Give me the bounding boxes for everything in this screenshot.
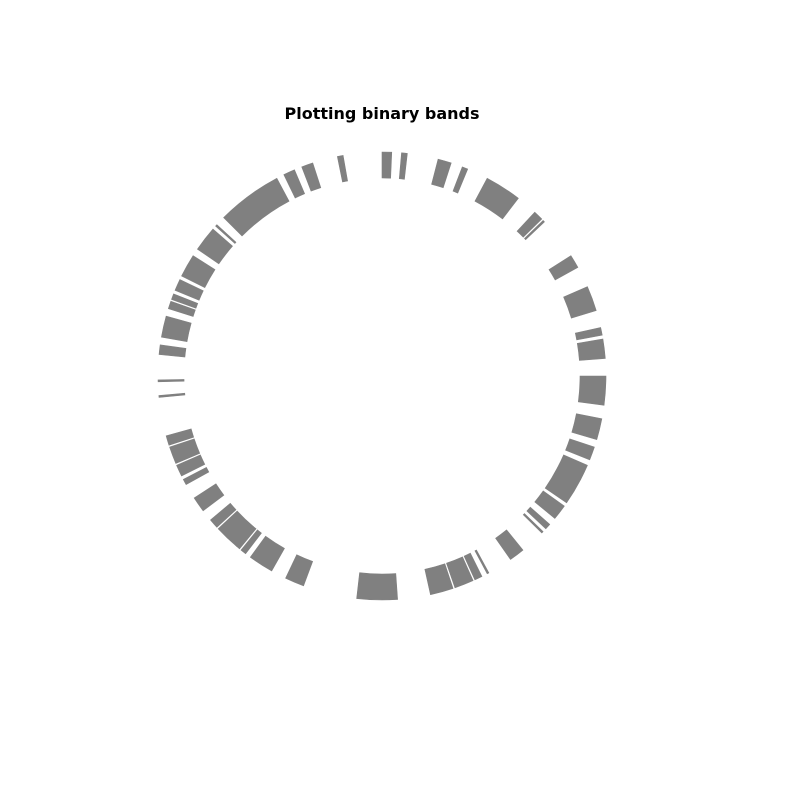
band-42 (563, 286, 597, 319)
band-16 (169, 438, 201, 464)
band-30 (474, 549, 490, 575)
band-0 (381, 151, 393, 179)
band-48 (431, 158, 452, 189)
band-33 (526, 506, 551, 530)
band-5 (215, 224, 237, 244)
chart-title: Plotting binary bands (284, 104, 480, 123)
band-11 (161, 315, 192, 342)
band-38 (571, 413, 603, 440)
band-43 (548, 255, 579, 281)
band-14 (158, 392, 186, 398)
band-4 (223, 177, 290, 237)
band-36 (557, 454, 588, 480)
band-2 (301, 162, 322, 192)
band-3 (283, 169, 306, 199)
band-7 (181, 255, 216, 289)
band-8 (174, 279, 204, 301)
band-25 (285, 554, 314, 587)
band-17 (176, 454, 206, 477)
band-32 (522, 513, 544, 534)
band-39 (577, 375, 607, 406)
band-19 (193, 483, 225, 512)
band-28 (446, 556, 474, 589)
band-group (157, 151, 607, 601)
band-27 (424, 563, 454, 596)
band-6 (196, 228, 233, 265)
band-34 (534, 490, 565, 519)
band-29 (463, 552, 483, 581)
band-24 (249, 535, 285, 572)
band-44 (524, 219, 545, 241)
band-45 (516, 211, 543, 238)
band-49 (398, 152, 408, 180)
band-35 (544, 467, 582, 504)
band-23 (240, 529, 262, 555)
band-9 (171, 293, 199, 309)
band-37 (565, 438, 595, 461)
band-12 (158, 344, 187, 358)
band-18 (182, 467, 210, 486)
band-20 (209, 502, 237, 528)
band-26 (356, 572, 398, 601)
band-21 (217, 510, 254, 547)
band-13 (157, 379, 185, 383)
band-41 (574, 327, 603, 341)
band-47 (452, 166, 469, 194)
band-1 (336, 155, 348, 183)
band-15 (165, 428, 195, 446)
band-31 (495, 529, 524, 560)
band-22 (236, 526, 257, 550)
band-40 (576, 338, 606, 361)
band-46 (474, 177, 519, 220)
band-10 (167, 300, 196, 317)
